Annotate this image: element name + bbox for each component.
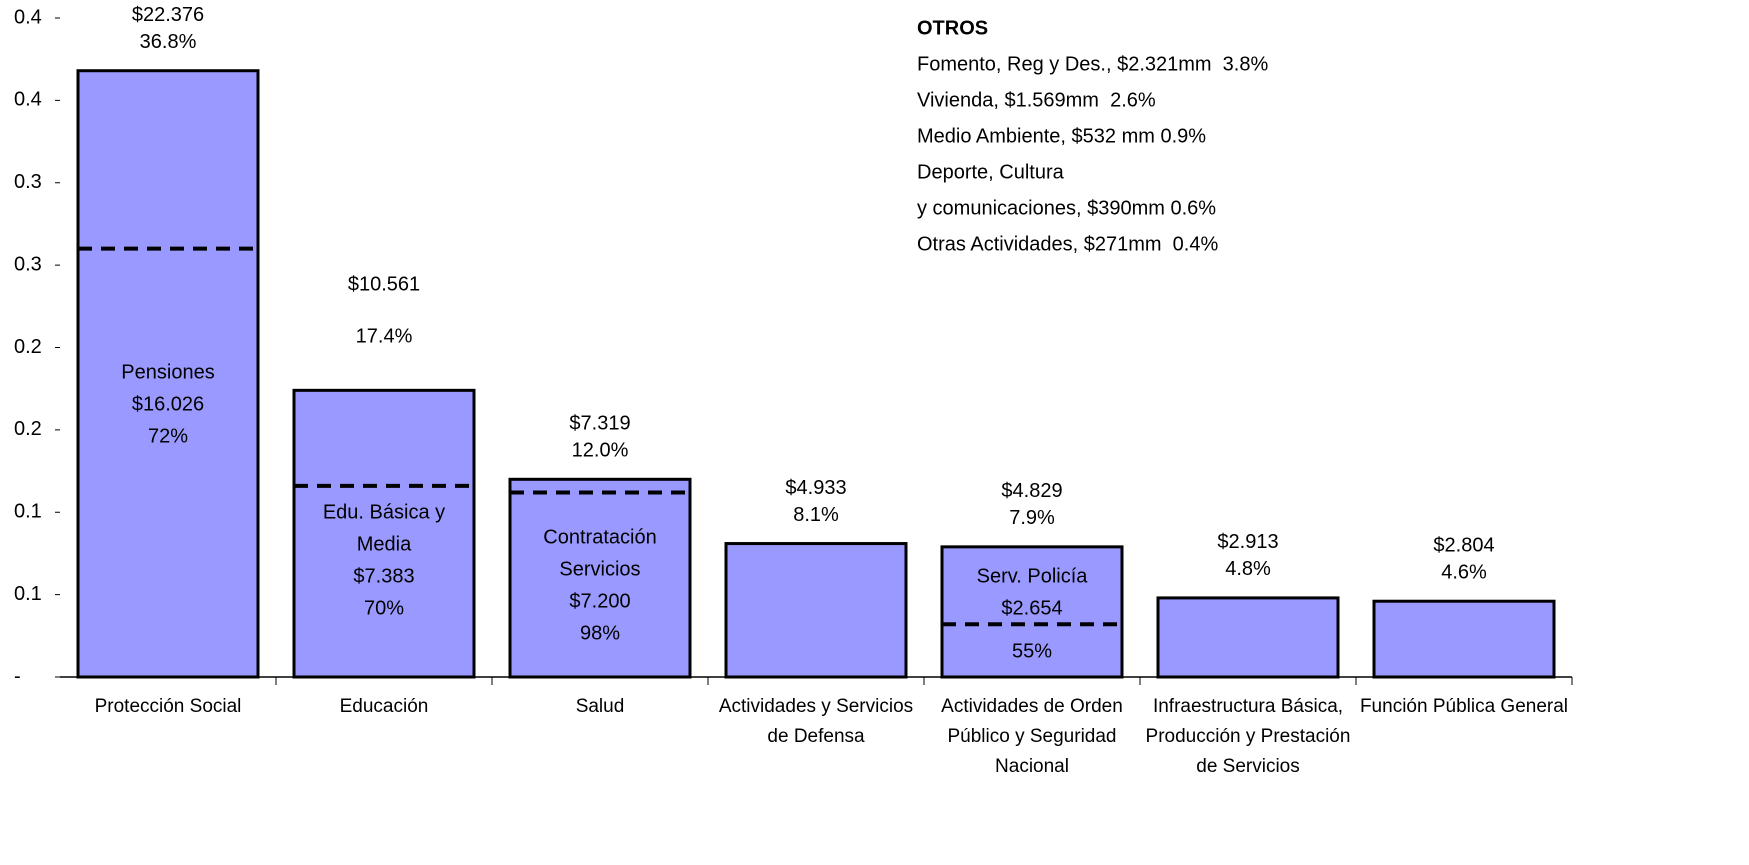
sub-label: Media	[357, 533, 412, 555]
x-tick-label: Actividades de Orden Público y Seguridad…	[941, 696, 1123, 777]
y-tick-label: 0.3	[14, 171, 42, 193]
amount-label: $10.561	[348, 274, 420, 296]
sub-share-label: 72%	[148, 425, 188, 447]
x-tick-label: Salud	[575, 696, 625, 717]
bar	[508, 477, 692, 679]
y-tick-label: 0.4	[14, 6, 42, 28]
others-line: Deporte, Cultura	[917, 161, 1065, 183]
bar	[1156, 596, 1340, 679]
amount-label: $7.319	[569, 413, 630, 435]
value-label: 12.0%	[572, 440, 629, 462]
sub-label: $16.026	[132, 393, 204, 415]
value-label: 4.6%	[1441, 561, 1487, 583]
others-line: Fomento, Reg y Des., $2.321mm 3.8%	[917, 53, 1268, 75]
y-tick-label: 0.4	[14, 89, 42, 111]
y-tick-label: 0.3	[14, 253, 42, 275]
sub-label: Pensiones	[121, 361, 214, 383]
bar	[940, 545, 1124, 679]
x-tick-label: Educación	[339, 696, 429, 717]
y-tick-label: 0.1	[14, 501, 42, 523]
amount-label: $4.829	[1001, 480, 1062, 502]
bar	[76, 69, 260, 679]
sub-label: Serv. Policía	[977, 565, 1089, 587]
x-tick-label: Protección Social	[94, 696, 242, 717]
sub-label: Servicios	[559, 558, 640, 580]
value-label: 4.8%	[1225, 558, 1271, 580]
others-line: Vivienda, $1.569mm 2.6%	[917, 89, 1156, 111]
y-tick-label: 0.2	[14, 336, 42, 358]
amount-label: $22.376	[132, 4, 204, 26]
x-tick-label: Infraestructura Básica, Producción y Pre…	[1145, 696, 1351, 777]
sub-label: Edu. Básica y	[323, 501, 445, 523]
value-label: 8.1%	[793, 504, 839, 526]
others-line: Otras Actividades, $271mm 0.4%	[917, 233, 1218, 255]
x-tick-label: Actividades y Servicios de Defensa	[718, 696, 914, 747]
sub-share-label: 70%	[364, 597, 404, 619]
amount-label: $4.933	[785, 477, 846, 499]
others-line: y comunicaciones, $390mm 0.6%	[917, 197, 1216, 219]
sub-label: $7.200	[569, 590, 630, 612]
sub-label: $2.654	[1001, 597, 1062, 619]
value-label: 7.9%	[1009, 507, 1055, 529]
amount-label: $2.913	[1217, 531, 1278, 553]
y-tick-label: -	[14, 665, 21, 687]
sub-share-label: 98%	[580, 622, 620, 644]
bar	[724, 542, 908, 679]
others-title: OTROS	[917, 17, 988, 39]
sub-share-label: 55%	[1012, 640, 1052, 662]
x-tick-label: Función Pública General	[1359, 696, 1569, 717]
y-tick-label: 0.1	[14, 583, 42, 605]
amount-label: $2.804	[1433, 534, 1494, 556]
sub-label: Contratación	[543, 526, 656, 548]
value-label: 17.4%	[356, 326, 413, 348]
bar	[292, 388, 476, 679]
y-tick-label: 0.2	[14, 418, 42, 440]
bar	[1372, 599, 1556, 679]
others-line: Medio Ambiente, $532 mm 0.9%	[917, 125, 1206, 147]
sub-label: $7.383	[353, 565, 414, 587]
value-label: 36.8%	[140, 31, 197, 53]
